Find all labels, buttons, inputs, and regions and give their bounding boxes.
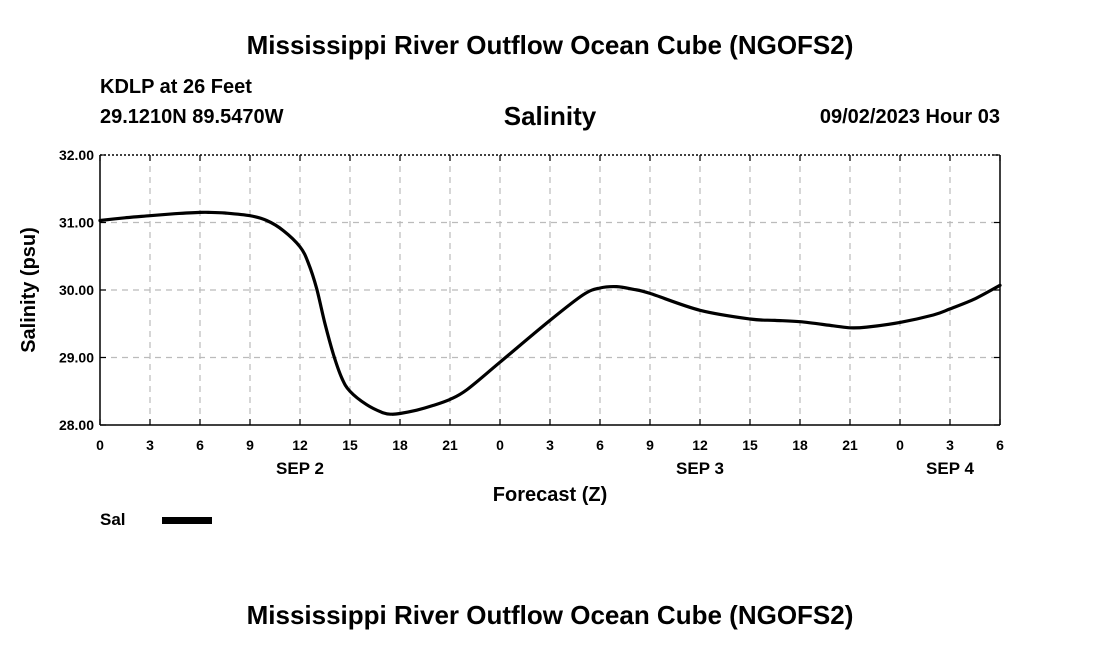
chart-title: Salinity [503, 101, 597, 131]
x-tick-label: 18 [392, 437, 408, 453]
forecast-datetime: 09/02/2023 Hour 03 [819, 106, 1000, 128]
date-label: SEP 2 [276, 459, 324, 478]
x-axis-label: Forecast (Z) [493, 484, 607, 506]
x-tick-label: 3 [546, 437, 554, 453]
y-axis-label: Salinity (psu) [18, 227, 40, 353]
y-tick-label: 32.00 [59, 147, 94, 163]
x-tick-label: 3 [946, 437, 954, 453]
x-tick-label: 21 [842, 437, 858, 453]
x-tick-label: 12 [292, 437, 308, 453]
legend-line-swatch [162, 517, 212, 524]
date-label: SEP 3 [676, 459, 724, 478]
x-tick-label: 9 [246, 437, 254, 453]
coordinates-label: 29.1210N 89.5470W [100, 106, 284, 128]
x-tick-label: 18 [792, 437, 808, 453]
station-label: KDLP at 26 Feet [100, 76, 252, 98]
x-tick-label: 15 [342, 437, 358, 453]
y-tick-label: 29.00 [59, 350, 94, 366]
salinity-series-line [98, 210, 1002, 416]
x-tick-label: 0 [496, 437, 504, 453]
y-tick-label: 31.00 [59, 215, 94, 231]
x-tick-label: 0 [96, 437, 104, 453]
legend-label: Sal [100, 510, 126, 529]
x-tick-label: 3 [146, 437, 154, 453]
x-tick-label: 6 [196, 437, 204, 453]
x-tick-label: 15 [742, 437, 758, 453]
y-tick-label: 28.00 [59, 417, 94, 433]
x-tick-label: 0 [896, 437, 904, 453]
x-tick-label: 6 [596, 437, 604, 453]
x-tick-label: 6 [996, 437, 1004, 453]
date-label: SEP 4 [926, 459, 974, 478]
y-tick-label: 30.00 [59, 282, 94, 298]
x-tick-label: 9 [646, 437, 654, 453]
bottom-title: Mississippi River Outflow Ocean Cube (NG… [246, 600, 854, 630]
top-title: Mississippi River Outflow Ocean Cube (NG… [246, 30, 854, 60]
x-tick-label: 12 [692, 437, 708, 453]
x-tick-label: 21 [442, 437, 458, 453]
